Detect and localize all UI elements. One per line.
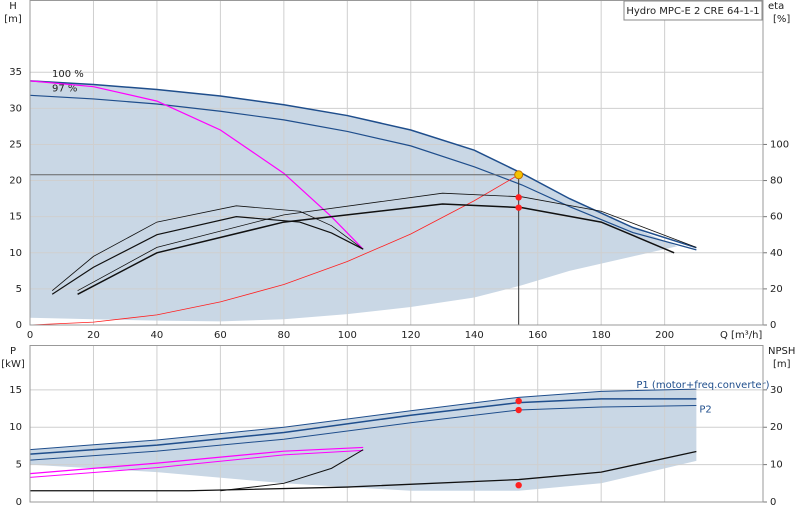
y2-tick-label: 80 [770, 176, 783, 187]
y-axis-label: H [9, 1, 17, 12]
y-tick-label: 30 [9, 103, 22, 114]
y-axis-label: P [10, 346, 16, 357]
y2-tick-label: 60 [770, 212, 783, 223]
operating-range [30, 80, 678, 322]
x-axis-label: Q [m³/h] [720, 330, 762, 341]
operating-point [515, 204, 522, 211]
y2-tick-label: 30 [770, 385, 783, 396]
y-tick-label: 5 [16, 460, 22, 471]
curve [29, 449, 364, 478]
x-tick-label: 0 [27, 330, 33, 341]
y2-axis-label: eta [768, 1, 784, 12]
y2-tick-label: 0 [770, 497, 776, 508]
curve [29, 80, 697, 249]
curve [29, 398, 697, 455]
x-tick-label: 100 [338, 330, 357, 341]
curve-label: P1 (motor+freq.converter) [636, 380, 769, 391]
y2-tick-label: 100 [770, 139, 789, 150]
chart-title: Hydro MPC-E 2 CRE 64-1-1 [626, 6, 759, 17]
curve-label: P2 [699, 405, 711, 416]
operating-point [514, 170, 524, 180]
y-tick-label: 25 [9, 139, 22, 150]
y-tick-label: 0 [16, 320, 22, 331]
curve [29, 174, 519, 326]
y2-axis-unit: [%] [773, 14, 790, 25]
x-tick-label: 80 [277, 330, 290, 341]
y-tick-label: 10 [9, 248, 22, 259]
curve [220, 449, 364, 492]
y-tick-label: 15 [9, 385, 22, 396]
operating-point [515, 481, 522, 489]
y-tick-label: 10 [9, 422, 22, 433]
plot-frame [29, 0, 764, 326]
y2-tick-label: 20 [770, 284, 783, 295]
plot-frame [29, 345, 764, 503]
y-tick-label: 20 [9, 176, 22, 187]
y2-axis-label: NPSH [768, 346, 795, 357]
x-tick-label: 20 [87, 330, 100, 341]
curve [29, 388, 697, 451]
x-tick-label: 60 [214, 330, 227, 341]
y2-tick-label: 0 [770, 320, 776, 331]
y2-tick-label: 10 [770, 460, 783, 471]
curve-label: 100 % [52, 69, 84, 80]
curve [77, 192, 697, 292]
curve [51, 205, 364, 292]
x-tick-label: 160 [528, 330, 547, 341]
x-tick-label: 120 [401, 330, 420, 341]
operating-range [30, 389, 697, 491]
y2-tick-label: 20 [770, 422, 783, 433]
x-tick-label: 200 [655, 330, 674, 341]
curve [29, 94, 697, 251]
title-box [623, 0, 763, 21]
y-tick-label: 15 [9, 212, 22, 223]
curve [77, 203, 675, 295]
x-tick-label: 140 [465, 330, 484, 341]
y-axis-unit: [kW] [1, 359, 25, 370]
y2-axis-unit: [m] [773, 359, 791, 370]
x-tick-label: 40 [151, 330, 164, 341]
operating-point [515, 397, 522, 405]
curve [30, 450, 697, 492]
operating-point [515, 194, 522, 201]
y-tick-label: 0 [16, 497, 22, 508]
y-tick-label: 5 [16, 284, 22, 295]
curve [51, 216, 364, 295]
curve [29, 446, 364, 475]
curve-label: 97 % [52, 83, 77, 94]
y2-tick-label: 40 [770, 248, 783, 259]
x-tick-label: 180 [592, 330, 611, 341]
y-tick-label: 35 [9, 67, 22, 78]
curve [29, 405, 697, 461]
operating-point [515, 406, 522, 414]
y-axis-unit: [m] [4, 14, 22, 25]
